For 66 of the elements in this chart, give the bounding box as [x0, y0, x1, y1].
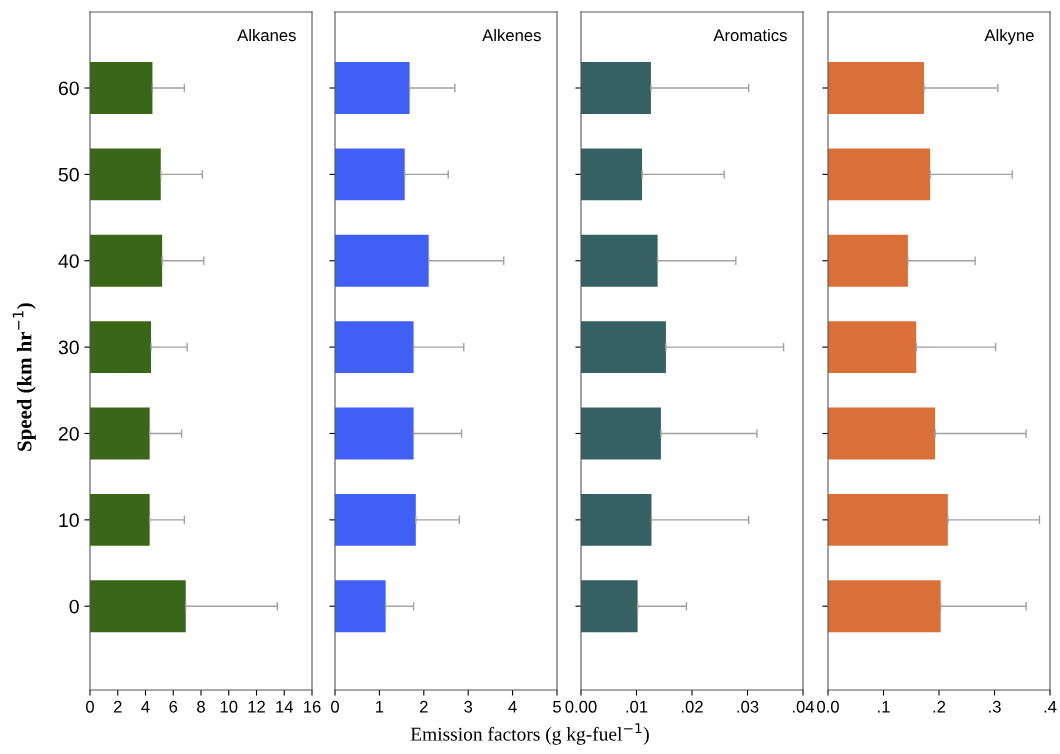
x-tick-label: 0 [86, 700, 94, 713]
bar [335, 407, 414, 460]
x-tick-label: .02 [681, 700, 703, 713]
y-tick-label: 0 [69, 599, 79, 614]
x-tick-label: 3 [464, 700, 473, 713]
x-tick-label: 4 [508, 701, 517, 713]
x-tick-label: 5 [553, 701, 561, 713]
bar [335, 580, 386, 633]
x-tick-label: 12 [248, 700, 265, 713]
bar [335, 148, 405, 201]
x-tick-label: .03 [737, 700, 759, 713]
bar [335, 62, 410, 114]
y-tick-label: 30 [58, 340, 79, 355]
y-axis-title: Speed (km hr$^{−1}$) [12, 303, 36, 451]
x-tick-label: .04 [792, 700, 815, 713]
bar [828, 148, 931, 201]
bar [335, 493, 416, 546]
bar [828, 407, 936, 460]
bar [828, 234, 908, 287]
x-tick-label: 2 [113, 700, 122, 713]
x-tick-label: 0.00 [565, 700, 597, 713]
bar [335, 321, 414, 374]
x-tick-label: 0.0 [817, 700, 839, 713]
x-tick-label: 0 [331, 700, 339, 713]
bar [581, 321, 666, 374]
bar [90, 407, 150, 460]
y-tick-label: 60 [58, 81, 79, 96]
x-tick-label: 16 [304, 700, 321, 713]
y-tick-label: 40 [58, 254, 79, 268]
bar [581, 234, 658, 287]
x-tick-label: 8 [197, 700, 205, 713]
bar [90, 234, 163, 287]
x-tick-label: 1 [376, 701, 384, 713]
x-tick-label: 14 [276, 701, 294, 713]
x-axis-title: Emission factors (g kg-fuel$^{−1}$) [410, 723, 649, 745]
bar [581, 148, 643, 201]
x-tick-label: 2 [420, 700, 428, 713]
bar [581, 493, 652, 546]
bar [90, 493, 150, 546]
bar [90, 321, 152, 374]
x-tick-label: 6 [169, 700, 178, 713]
bar [581, 407, 661, 460]
bar [581, 62, 651, 114]
bar [828, 493, 948, 546]
bar [90, 62, 153, 114]
text: Alkyne [984, 28, 1034, 45]
bar [335, 234, 429, 287]
y-tick-label: 10 [59, 513, 79, 528]
text: Alkenes [482, 28, 541, 42]
bar [828, 62, 925, 114]
x-tick-label: .2 [933, 700, 946, 713]
text: Aromatics [713, 28, 787, 42]
x-tick-label: .3 [989, 700, 1001, 713]
x-tick-label: .1 [878, 701, 890, 713]
x-tick-label: .01 [626, 700, 648, 713]
x-tick-label: .4 [1044, 701, 1057, 713]
x-tick-label: 4 [141, 701, 150, 713]
text: Alkanes [237, 28, 296, 42]
x-tick-label: 10 [220, 700, 238, 713]
bar [90, 580, 186, 633]
bar [581, 580, 638, 633]
y-tick-label: 20 [58, 426, 79, 441]
bar [828, 580, 941, 633]
bar [90, 148, 161, 201]
bar [828, 321, 917, 374]
y-tick-label: 50 [58, 167, 79, 182]
